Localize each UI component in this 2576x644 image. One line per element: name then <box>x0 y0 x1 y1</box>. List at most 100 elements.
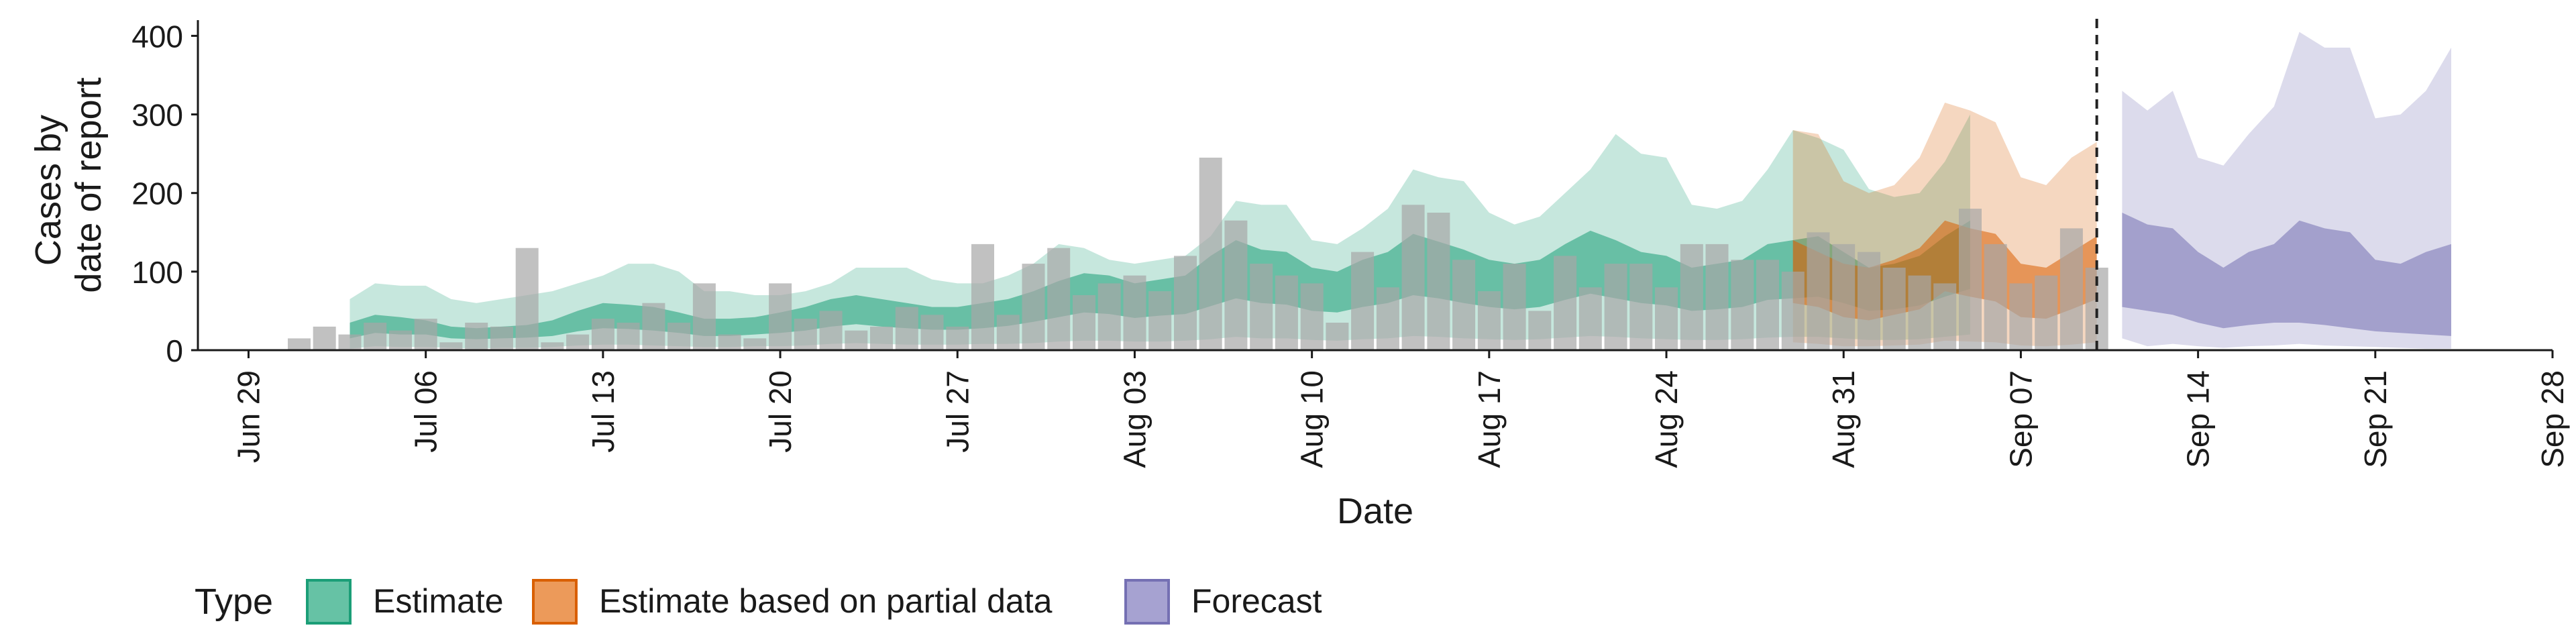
x-tick-label: Jul 06 <box>409 370 443 453</box>
reported-cases-bar <box>1933 283 1957 350</box>
reported-cases-bar <box>591 319 614 350</box>
reported-cases-bar <box>389 330 412 350</box>
reported-cases-bar <box>1073 295 1095 350</box>
reported-cases-bar <box>1882 268 1906 350</box>
y-tick-label: 300 <box>131 98 183 133</box>
y-axis-title: Cases by date of report <box>28 77 109 292</box>
y-tick-label: 400 <box>131 19 183 54</box>
reported-cases-bar <box>1528 311 1552 350</box>
ci-band-inner <box>2122 213 2451 336</box>
x-tick-label: Jul 27 <box>940 370 975 453</box>
reported-cases-bar <box>515 248 539 350</box>
reported-cases-bar <box>1097 283 1121 350</box>
x-axis-title: Date <box>1337 491 1413 531</box>
reported-cases-bar <box>870 326 893 350</box>
x-tick-label: Aug 17 <box>1472 370 1507 468</box>
reported-cases-bar <box>338 334 362 350</box>
reported-cases-bar <box>794 319 817 350</box>
x-tick-label: Aug 24 <box>1649 370 1684 468</box>
reported-cases-bar <box>288 338 311 350</box>
reported-cases-bar <box>819 311 843 350</box>
reported-cases-bar <box>1629 264 1653 350</box>
legend-item-label: Estimate based on partial data <box>599 582 1053 620</box>
reported-cases-bar <box>1858 252 1880 350</box>
reported-cases-bar <box>1427 213 1450 350</box>
reported-cases-bar <box>1604 264 1627 350</box>
x-tick-label: Aug 03 <box>1117 370 1152 468</box>
reported-cases-bar <box>971 244 994 350</box>
reported-cases-bar <box>996 315 1020 350</box>
x-tick-label: Sep 07 <box>2003 370 2038 468</box>
reported-cases-bar <box>414 319 437 350</box>
reported-cases-bar <box>845 330 868 350</box>
reported-cases-bar <box>439 342 463 350</box>
ci-band-inner <box>350 220 1970 339</box>
reported-cases-bar <box>667 323 691 350</box>
reported-cases-bar <box>1781 271 1805 350</box>
x-tick-label: Jul 20 <box>763 370 798 453</box>
reported-cases-bar <box>1300 283 1324 350</box>
reported-cases-bar <box>1731 260 1754 350</box>
reported-cases-bar <box>1832 244 1856 350</box>
reported-cases-bar <box>1275 275 1298 350</box>
reported-cases-bar <box>1199 158 1222 350</box>
legend-title: Type <box>195 582 273 622</box>
reported-cases-bar <box>1326 323 1349 350</box>
x-ticks: Jun 29 Jul 06 Jul 13 Jul 20 Jul 27 Aug 03 Aug … <box>231 350 2570 468</box>
reported-cases-bar <box>1756 260 1779 350</box>
reported-cases-bar <box>1578 287 1602 350</box>
legend-item-label: Estimate <box>373 582 504 620</box>
reported-cases-bar <box>1174 256 1197 350</box>
reported-cases-bar <box>1452 260 1476 350</box>
reported-cases-bar <box>2035 275 2058 350</box>
y-tick-label: 200 <box>131 176 183 211</box>
x-tick-label: Sep 28 <box>2535 370 2570 468</box>
legend-key-swatch <box>306 579 352 625</box>
reported-cases-bar <box>743 338 767 350</box>
x-tick-label: Jun 29 <box>231 370 266 463</box>
reported-cases-bar <box>1148 291 1172 350</box>
y-tick-label: 0 <box>166 333 183 368</box>
reported-cases-bar <box>1503 264 1526 350</box>
reported-cases-bar <box>718 334 741 350</box>
reported-cases-bar <box>1984 244 2007 350</box>
reported-cases-bar <box>1807 232 1830 350</box>
reported-cases-bar <box>465 323 488 350</box>
reported-cases-bar <box>313 326 336 350</box>
y-ticks: 0 100 200 300 400 <box>131 19 198 368</box>
reported-cases-bar <box>946 326 969 350</box>
legend-key-swatch <box>1124 579 1170 625</box>
x-tick-label: Jul 13 <box>586 370 621 453</box>
band-layer <box>350 32 2451 349</box>
reported-cases-bar <box>1047 248 1071 350</box>
x-tick-label: Aug 10 <box>1295 370 1330 468</box>
reported-cases-bar <box>1477 291 1501 350</box>
reported-cases-bar <box>1224 220 1248 350</box>
reported-cases-bar <box>920 315 944 350</box>
x-tick-label: Sep 21 <box>2358 370 2393 468</box>
reported-cases-bar <box>2059 228 2083 350</box>
reported-cases-bar <box>1351 252 1375 350</box>
reported-cases-bar <box>364 323 387 350</box>
reported-cases-bar <box>1655 287 1678 350</box>
reported-cases-bar <box>692 283 716 350</box>
reported-cases-bar <box>1250 264 1273 350</box>
reported-cases-bar <box>616 323 640 350</box>
reported-cases-bar <box>1908 275 1931 350</box>
legend: Type Estimate Estimate based on partial d… <box>195 579 1322 625</box>
y-axis-title-line: date of report <box>68 77 109 292</box>
y-tick-label: 100 <box>131 255 183 290</box>
reported-cases-bar <box>1680 244 1703 350</box>
reported-cases-bar <box>566 334 590 350</box>
x-tick-label: Aug 31 <box>1826 370 1861 468</box>
reported-cases-bar <box>1376 287 1399 350</box>
axes-layer <box>197 20 2553 352</box>
reported-cases-bar <box>1705 244 1729 350</box>
reported-cases-bar <box>1554 256 1577 350</box>
reported-cases-bar <box>642 303 665 350</box>
legend-item-label: Forecast <box>1191 582 1322 620</box>
legend-key-swatch <box>532 579 578 625</box>
reported-cases-bar <box>490 326 513 350</box>
